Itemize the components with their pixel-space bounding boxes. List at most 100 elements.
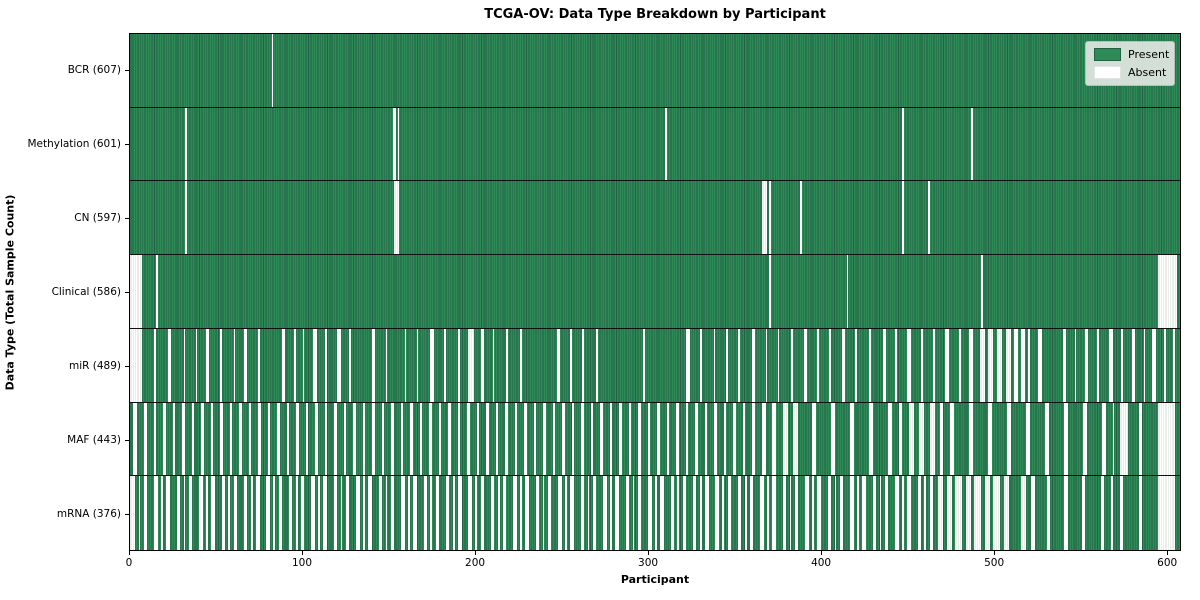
absent-stripe bbox=[1112, 402, 1115, 476]
absent-stripe bbox=[506, 328, 509, 402]
absent-stripe bbox=[841, 328, 845, 402]
absent-stripe bbox=[920, 328, 923, 402]
absent-stripe bbox=[243, 476, 248, 550]
absent-stripe bbox=[404, 328, 407, 402]
legend: Present Absent bbox=[1085, 41, 1175, 86]
absent-stripe bbox=[266, 476, 270, 550]
heatmap-row-Clinical bbox=[130, 255, 1180, 329]
y-tick-mark bbox=[125, 440, 129, 441]
absent-stripe bbox=[862, 476, 866, 550]
absent-stripe bbox=[340, 476, 343, 550]
absent-stripe bbox=[591, 402, 593, 476]
absent-stripe bbox=[288, 476, 293, 550]
absent-stripe bbox=[385, 328, 388, 402]
absent-stripe bbox=[919, 402, 925, 476]
absent-stripe bbox=[314, 402, 319, 476]
x-tick-mark bbox=[129, 551, 130, 555]
absent-stripe bbox=[682, 476, 687, 550]
absent-stripe bbox=[268, 402, 270, 476]
legend-item-absent: Absent bbox=[1094, 66, 1166, 79]
absent-stripe bbox=[468, 328, 474, 402]
absent-stripe bbox=[480, 328, 485, 402]
absent-stripe bbox=[219, 402, 224, 476]
absent-stripe bbox=[898, 402, 902, 476]
absent-stripe bbox=[181, 402, 186, 476]
absent-stripe bbox=[416, 328, 419, 402]
absent-stripe bbox=[660, 476, 664, 550]
absent-stripe bbox=[490, 476, 495, 550]
absent-stripe bbox=[869, 328, 871, 402]
absent-stripe bbox=[458, 328, 460, 402]
x-tick-label: 300 bbox=[638, 557, 659, 569]
absent-stripe bbox=[378, 476, 383, 550]
absent-stripe bbox=[233, 328, 236, 402]
absent-stripe bbox=[257, 328, 260, 402]
absent-stripe bbox=[686, 402, 688, 476]
absent-stripe bbox=[1062, 328, 1067, 402]
absent-stripe bbox=[477, 402, 479, 476]
absent-stripe bbox=[243, 328, 248, 402]
x-tick-label: 0 bbox=[125, 557, 133, 569]
x-tick-mark bbox=[994, 551, 996, 555]
absent-stripe bbox=[333, 476, 338, 550]
absent-stripe bbox=[228, 476, 231, 550]
absent-stripe bbox=[444, 328, 447, 402]
absent-stripe bbox=[1038, 328, 1042, 402]
absent-stripe bbox=[452, 476, 455, 550]
absent-stripe bbox=[827, 476, 832, 550]
absent-stripe bbox=[200, 402, 205, 476]
absent-stripe bbox=[1064, 476, 1068, 550]
absent-stripe bbox=[872, 476, 877, 550]
y-tick-mark bbox=[125, 144, 129, 145]
absent-stripe bbox=[199, 476, 203, 550]
absent-stripe bbox=[901, 107, 904, 181]
absent-stripe bbox=[834, 476, 837, 550]
y-tick-mark bbox=[125, 70, 129, 71]
absent-stripe bbox=[895, 328, 897, 402]
absent-stripe bbox=[352, 402, 357, 476]
absent-stripe bbox=[971, 107, 973, 181]
absent-stripe bbox=[363, 476, 365, 550]
absent-stripe bbox=[829, 328, 832, 402]
absent-stripe bbox=[933, 328, 935, 402]
absent-stripe bbox=[882, 328, 887, 402]
absent-stripe bbox=[648, 476, 652, 550]
absent-stripe bbox=[572, 402, 574, 476]
absent-stripe bbox=[256, 476, 260, 550]
absent-stripe bbox=[929, 476, 934, 550]
absent-stripe bbox=[281, 328, 286, 402]
x-tick-mark bbox=[821, 551, 823, 555]
absent-stripe bbox=[969, 402, 973, 476]
absent-stripe bbox=[642, 328, 645, 402]
absent-stripe bbox=[724, 402, 726, 476]
x-tick-label: 100 bbox=[291, 557, 313, 569]
absent-stripe bbox=[1131, 328, 1136, 402]
absent-stripe bbox=[345, 476, 350, 550]
absent-stripe bbox=[167, 328, 172, 402]
absent-stripe bbox=[294, 328, 296, 402]
absent-stripe bbox=[323, 476, 327, 550]
absent-stripe bbox=[390, 402, 395, 476]
absent-stripe bbox=[394, 181, 400, 255]
absent-stripe bbox=[1007, 402, 1011, 476]
absent-stripe bbox=[295, 402, 300, 476]
absent-stripe bbox=[390, 476, 395, 550]
absent-stripe bbox=[692, 476, 697, 550]
absent-stripe bbox=[1157, 402, 1175, 476]
absent-stripe bbox=[173, 402, 175, 476]
absent-stripe bbox=[535, 476, 540, 550]
absent-stripe bbox=[694, 402, 699, 476]
absent-stripe bbox=[542, 476, 545, 550]
absent-stripe bbox=[497, 476, 500, 550]
absent-stripe bbox=[670, 476, 674, 550]
absent-stripe bbox=[618, 402, 623, 476]
absent-stripe bbox=[732, 402, 737, 476]
absent-stripe bbox=[561, 402, 566, 476]
absent-stripe bbox=[130, 328, 143, 402]
absent-stripe bbox=[513, 476, 517, 550]
absent-stripe bbox=[777, 328, 780, 402]
heatmap-row-CN bbox=[130, 181, 1180, 256]
absent-stripe bbox=[907, 476, 911, 550]
absent-stripe bbox=[257, 402, 262, 476]
absent-stripe bbox=[648, 402, 650, 476]
